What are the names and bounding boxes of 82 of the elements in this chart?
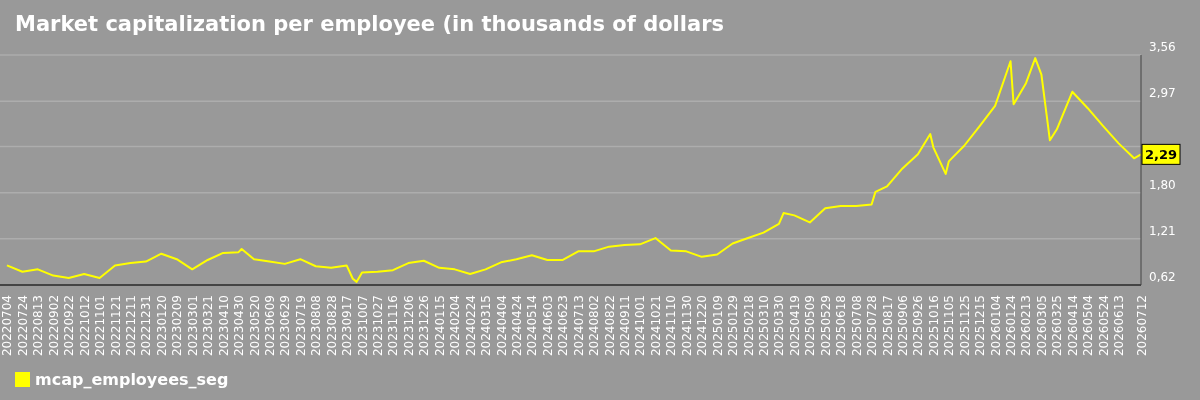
x-tick-label: 20220813 bbox=[31, 295, 46, 357]
x-tick-label: 20221121 bbox=[108, 295, 123, 357]
annotation: 2,29 bbox=[1144, 147, 1178, 163]
x-tick-label: 20250817 bbox=[880, 295, 895, 357]
x-tick-label: 20241130 bbox=[679, 295, 694, 357]
x-tick-label: 20240315 bbox=[479, 295, 494, 357]
x-tick-label: 20221211 bbox=[123, 295, 138, 357]
x-tick-label: 20260524 bbox=[1096, 295, 1111, 357]
x-tick-label: 20250129 bbox=[726, 295, 741, 357]
x-tick-label: 20250330 bbox=[772, 295, 787, 357]
x-tick-label: 20240623 bbox=[556, 295, 571, 357]
x-tick-label: 20230520 bbox=[247, 295, 262, 357]
x-tick-label: 20240911 bbox=[618, 295, 633, 357]
x-tick-label: 20230629 bbox=[278, 295, 293, 357]
x-tick-label: 20230828 bbox=[324, 295, 339, 357]
x-tick-label: 20231116 bbox=[386, 295, 401, 357]
x-tick-label: 20230430 bbox=[232, 295, 247, 357]
x-tick-label: 20241001 bbox=[633, 295, 648, 357]
x-tick-label: 20250218 bbox=[741, 295, 756, 357]
x-tick-label: 20221231 bbox=[139, 295, 154, 357]
x-tick-label: 20250708 bbox=[849, 295, 864, 357]
x-tick-label: 20260325 bbox=[1050, 295, 1065, 357]
x-tick-label: 20220724 bbox=[15, 295, 30, 357]
x-tick-label: 20251016 bbox=[926, 295, 941, 357]
x-tick-label: 20250509 bbox=[803, 295, 818, 357]
x-tick-label: 20241021 bbox=[648, 295, 663, 357]
x-tick-label: 20260124 bbox=[1004, 295, 1019, 357]
x-tick-label: 20240115 bbox=[432, 295, 447, 357]
x-tick-label: 20250109 bbox=[710, 295, 725, 357]
x-tick-label: 20220902 bbox=[46, 295, 61, 357]
x-tick-label: 20221101 bbox=[93, 295, 108, 357]
x-tick-label: 20241220 bbox=[695, 295, 710, 357]
legend-label: mcap_employees_seg bbox=[35, 370, 229, 389]
x-tick-label: 20230120 bbox=[154, 295, 169, 357]
x-tick-label: 20250906 bbox=[895, 295, 910, 357]
x-tick-label: 20230609 bbox=[262, 295, 277, 357]
x-tick-label: 20221012 bbox=[77, 295, 92, 357]
y-tick-label: 2,97 bbox=[1149, 86, 1176, 101]
x-tick-label: 20260613 bbox=[1112, 295, 1127, 357]
x-tick-label: 20250728 bbox=[865, 295, 880, 357]
x-tick-label: 20231206 bbox=[401, 295, 416, 357]
x-tick-label: 20240514 bbox=[525, 295, 540, 357]
x-tick-label: 20250529 bbox=[818, 295, 833, 357]
x-tick-label: 20260104 bbox=[988, 295, 1003, 357]
x-tick-label: 20231027 bbox=[371, 295, 386, 357]
x-tick-label: 20240404 bbox=[494, 295, 509, 357]
x-tick-label: 20260712 bbox=[1134, 295, 1149, 357]
x-tick-label: 20260414 bbox=[1065, 295, 1080, 357]
x-tick-label: 20230209 bbox=[170, 295, 185, 357]
y-tick-label: 1,80 bbox=[1149, 177, 1176, 192]
y-tick-label: 3,56 bbox=[1149, 40, 1176, 55]
x-tick-label: 20260305 bbox=[1034, 295, 1049, 357]
x-tick-label: 20250310 bbox=[757, 295, 772, 357]
x-tick-label: 20241110 bbox=[664, 295, 679, 357]
x-tick-label: 20251215 bbox=[973, 295, 988, 357]
x-tick-label: 20251125 bbox=[957, 295, 972, 357]
x-tick-label: 20230719 bbox=[293, 295, 308, 357]
y-tick-label: 1,21 bbox=[1149, 224, 1176, 239]
x-tick-label: 20250926 bbox=[911, 295, 926, 357]
x-tick-label: 20240603 bbox=[540, 295, 555, 357]
x-tick-label: 20230301 bbox=[185, 295, 200, 357]
y-tick-label: 0,62 bbox=[1149, 270, 1176, 285]
x-tick-label: 20251105 bbox=[942, 295, 957, 357]
x-tick-label: 20220922 bbox=[62, 295, 77, 357]
x-tick-label: 20240822 bbox=[602, 295, 617, 357]
x-tick-label: 20230917 bbox=[340, 295, 355, 357]
x-tick-label: 20231226 bbox=[417, 295, 432, 357]
x-tick-label: 20260213 bbox=[1019, 295, 1034, 357]
x-tick-label: 20240424 bbox=[509, 295, 524, 357]
x-tick-label: 20240204 bbox=[448, 295, 463, 357]
x-tick-label: 20220704 bbox=[0, 295, 15, 357]
x-tick-label: 20240224 bbox=[463, 295, 478, 357]
x-tick-label: 20230808 bbox=[309, 295, 324, 357]
x-tick-label: 20250419 bbox=[787, 295, 802, 357]
x-tick-label: 20240713 bbox=[571, 295, 586, 357]
x-tick-label: 20260504 bbox=[1081, 295, 1096, 357]
x-tick-label: 20230410 bbox=[216, 295, 231, 357]
chart-title: Market capitalization per employee (in thousands of dollars bbox=[15, 12, 725, 36]
x-tick-label: 20250618 bbox=[834, 295, 849, 357]
x-tick-label: 20231007 bbox=[355, 295, 370, 357]
x-tick-label: 20240802 bbox=[587, 295, 602, 357]
x-tick-label: 20230321 bbox=[201, 295, 216, 357]
